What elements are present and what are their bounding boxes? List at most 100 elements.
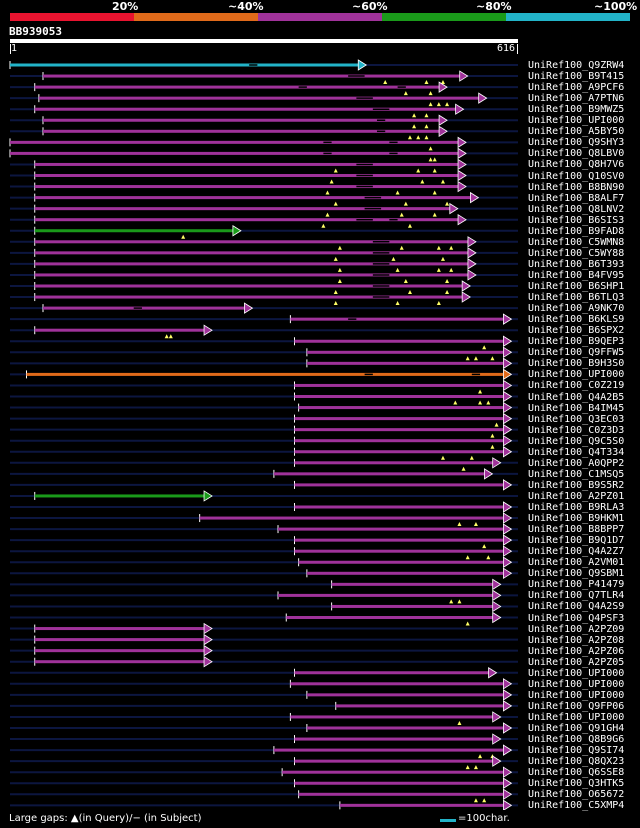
hit-label[interactable]: UniRef100_Q7TLR4 — [528, 590, 625, 602]
hit-label[interactable]: UniRef100_Q3EC03 — [528, 413, 625, 425]
query-gap-marker — [337, 245, 342, 250]
hit-label[interactable]: UniRef100_Q4A2B5 — [528, 391, 625, 403]
hit-label[interactable]: UniRef100_B9S5R2 — [528, 479, 625, 491]
ruler-end-tick — [517, 44, 518, 54]
query-id: BB939053 — [9, 25, 62, 38]
query-gap-marker — [486, 400, 491, 405]
query-gap-marker — [482, 798, 487, 803]
hit-label[interactable]: UniRef100_B9RLA3 — [528, 502, 625, 513]
hit-label[interactable]: UniRef100_A9NK70 — [528, 303, 625, 315]
hit-label[interactable]: UniRef100_B4FV95 — [528, 269, 625, 281]
hit-label[interactable]: UniRef100_B4IM45 — [528, 402, 625, 414]
hit-label[interactable]: UniRef100_Q9SI74 — [528, 745, 625, 757]
hit-label[interactable]: UniRef100_UPI000 — [528, 689, 625, 701]
hit-label[interactable]: UniRef100_C5XMP4 — [528, 800, 625, 812]
hit-bar — [290, 715, 494, 719]
hit-bar — [34, 284, 464, 288]
hit-label[interactable]: UniRef100_Q6SSE8 — [528, 767, 625, 779]
hit-label[interactable]: UniRef100_A7PTN6 — [528, 93, 625, 105]
hit-label[interactable]: UniRef100_A0QPP2 — [528, 457, 625, 469]
hit-label[interactable]: UniRef100_A2PZ05 — [528, 656, 625, 668]
hit-label[interactable]: UniRef100_UPI000 — [528, 115, 625, 127]
hit-label[interactable]: UniRef100_Q4A2S9 — [528, 601, 625, 613]
hit-label[interactable]: UniRef100_UPI000 — [528, 678, 625, 690]
hit-arrowhead — [438, 81, 448, 93]
hit-label[interactable]: UniRef100_B8ALF7 — [528, 192, 625, 204]
hit-label[interactable]: UniRef100_B9HKM1 — [528, 513, 625, 525]
hit-label[interactable]: UniRef100_B8BPP7 — [528, 524, 625, 536]
hit-label[interactable]: UniRef100_C0Z3D3 — [528, 424, 625, 436]
hit-label[interactable]: UniRef100_Q91GH4 — [528, 723, 625, 734]
hit-label[interactable]: UniRef100_Q4A2Z7 — [528, 546, 625, 558]
hit-label[interactable]: UniRef100_UPI000 — [528, 667, 625, 679]
hit-label[interactable]: UniRef100_B9QEP3 — [528, 336, 625, 348]
query-gap-marker — [457, 720, 462, 725]
hit-bar — [34, 262, 469, 266]
hit-label[interactable]: UniRef100_Q9C5S0 — [528, 435, 625, 447]
hit-label[interactable]: UniRef100_B9FAD8 — [528, 225, 625, 237]
hit-label[interactable]: UniRef100_A2PZ08 — [528, 634, 625, 646]
hit-label[interactable]: UniRef100_C1MSQ5 — [528, 468, 625, 480]
hit-label[interactable]: UniRef100_B9T415 — [528, 71, 625, 83]
hit-bar — [34, 207, 451, 211]
hit-label[interactable]: UniRef100_C5WY88 — [528, 247, 625, 259]
query-gap-marker — [440, 455, 445, 460]
ruler-start-tick — [10, 44, 11, 54]
hit-label[interactable]: UniRef100_P41479 — [528, 579, 625, 591]
hit-label[interactable]: UniRef100_A5BY50 — [528, 126, 625, 138]
hit-label[interactable]: UniRef100_UPI000 — [528, 369, 625, 381]
hit-label[interactable]: UniRef100_B9MWZ5 — [528, 104, 625, 116]
hit-label[interactable]: UniRef100_Q8LBV0 — [528, 148, 625, 160]
hit-label[interactable]: UniRef100_A2VM01 — [528, 557, 625, 569]
hit-label[interactable]: UniRef100_C5WMN8 — [528, 236, 625, 248]
hit-label[interactable]: UniRef100_Q4T334 — [528, 446, 625, 458]
hit-label[interactable]: UniRef100_Q9FP06 — [528, 700, 625, 712]
hit-arrowhead — [459, 70, 469, 82]
hit-label[interactable]: UniRef100_Q9SBM1 — [528, 568, 625, 580]
hit-label[interactable]: UniRef100_Q8B9G6 — [528, 734, 625, 746]
hit-label[interactable]: UniRef100_B9H3S0 — [528, 358, 625, 370]
hit-bar — [273, 472, 486, 476]
hit-label[interactable]: UniRef100_B6SIS3 — [528, 214, 625, 226]
hit-arrowhead — [470, 191, 480, 204]
hit-label[interactable]: UniRef100_B6SPX2 — [528, 325, 625, 337]
hit-label[interactable]: UniRef100_B6SHP1 — [528, 281, 625, 292]
hit-arrowhead — [503, 313, 513, 325]
hit-arrowhead — [503, 545, 513, 557]
query-gap-marker — [457, 599, 462, 604]
query-gap-marker — [465, 765, 470, 770]
hit-label[interactable]: UniRef100_C0Z219 — [528, 380, 625, 392]
hit-label[interactable]: UniRef100_Q9SHY3 — [528, 137, 625, 149]
hit-bar — [286, 616, 494, 619]
hit-label[interactable]: UniRef100_B9Q1D7 — [528, 535, 625, 547]
hit-arrowhead — [467, 236, 477, 248]
hit-label[interactable]: UniRef100_Q9FFW5 — [528, 347, 625, 359]
hit-arrowhead — [203, 633, 213, 646]
hit-label[interactable]: UniRef100_Q8QX23 — [528, 756, 625, 768]
hit-label[interactable]: UniRef100_Q8H7V6 — [528, 159, 625, 171]
query-gap-marker — [412, 124, 417, 129]
hit-label[interactable]: UniRef100_A2PZ09 — [528, 623, 625, 635]
hit-label[interactable]: UniRef100_Q10SV0 — [528, 170, 625, 182]
hit-label[interactable]: UniRef100_Q3HTK5 — [528, 778, 625, 790]
hit-label[interactable]: UniRef100_A9PCF6 — [528, 82, 625, 94]
hit-label[interactable]: UniRef100_Q9ZRW4 — [528, 60, 625, 71]
query-gap-marker — [424, 124, 429, 129]
hit-label[interactable]: UniRef100_B8BN90 — [528, 181, 625, 193]
hit-label[interactable]: UniRef100_Q8LNV2 — [528, 203, 625, 215]
footer-gap-legend: Large gaps: ▲(in Query)/− (in Subject) — [9, 813, 202, 824]
hit-bar — [10, 151, 460, 155]
hit-bar — [42, 118, 441, 122]
hit-label[interactable]: UniRef100_O65672 — [528, 789, 625, 801]
query-gap-marker — [333, 256, 338, 261]
hit-label[interactable]: UniRef100_B6KLS9 — [528, 314, 625, 326]
hit-bar — [34, 295, 464, 299]
hit-label[interactable]: UniRef100_Q4PSF3 — [528, 612, 625, 624]
ruler-end-label: 616 — [497, 43, 516, 54]
query-gap-marker — [445, 102, 450, 107]
hit-label[interactable]: UniRef100_B6TLQ3 — [528, 292, 625, 304]
hit-label[interactable]: UniRef100_A2PZ01 — [528, 490, 625, 502]
hit-label[interactable]: UniRef100_A2PZ06 — [528, 645, 625, 657]
hit-label[interactable]: UniRef100_B6T393 — [528, 258, 625, 270]
hit-label[interactable]: UniRef100_UPI000 — [528, 711, 625, 723]
